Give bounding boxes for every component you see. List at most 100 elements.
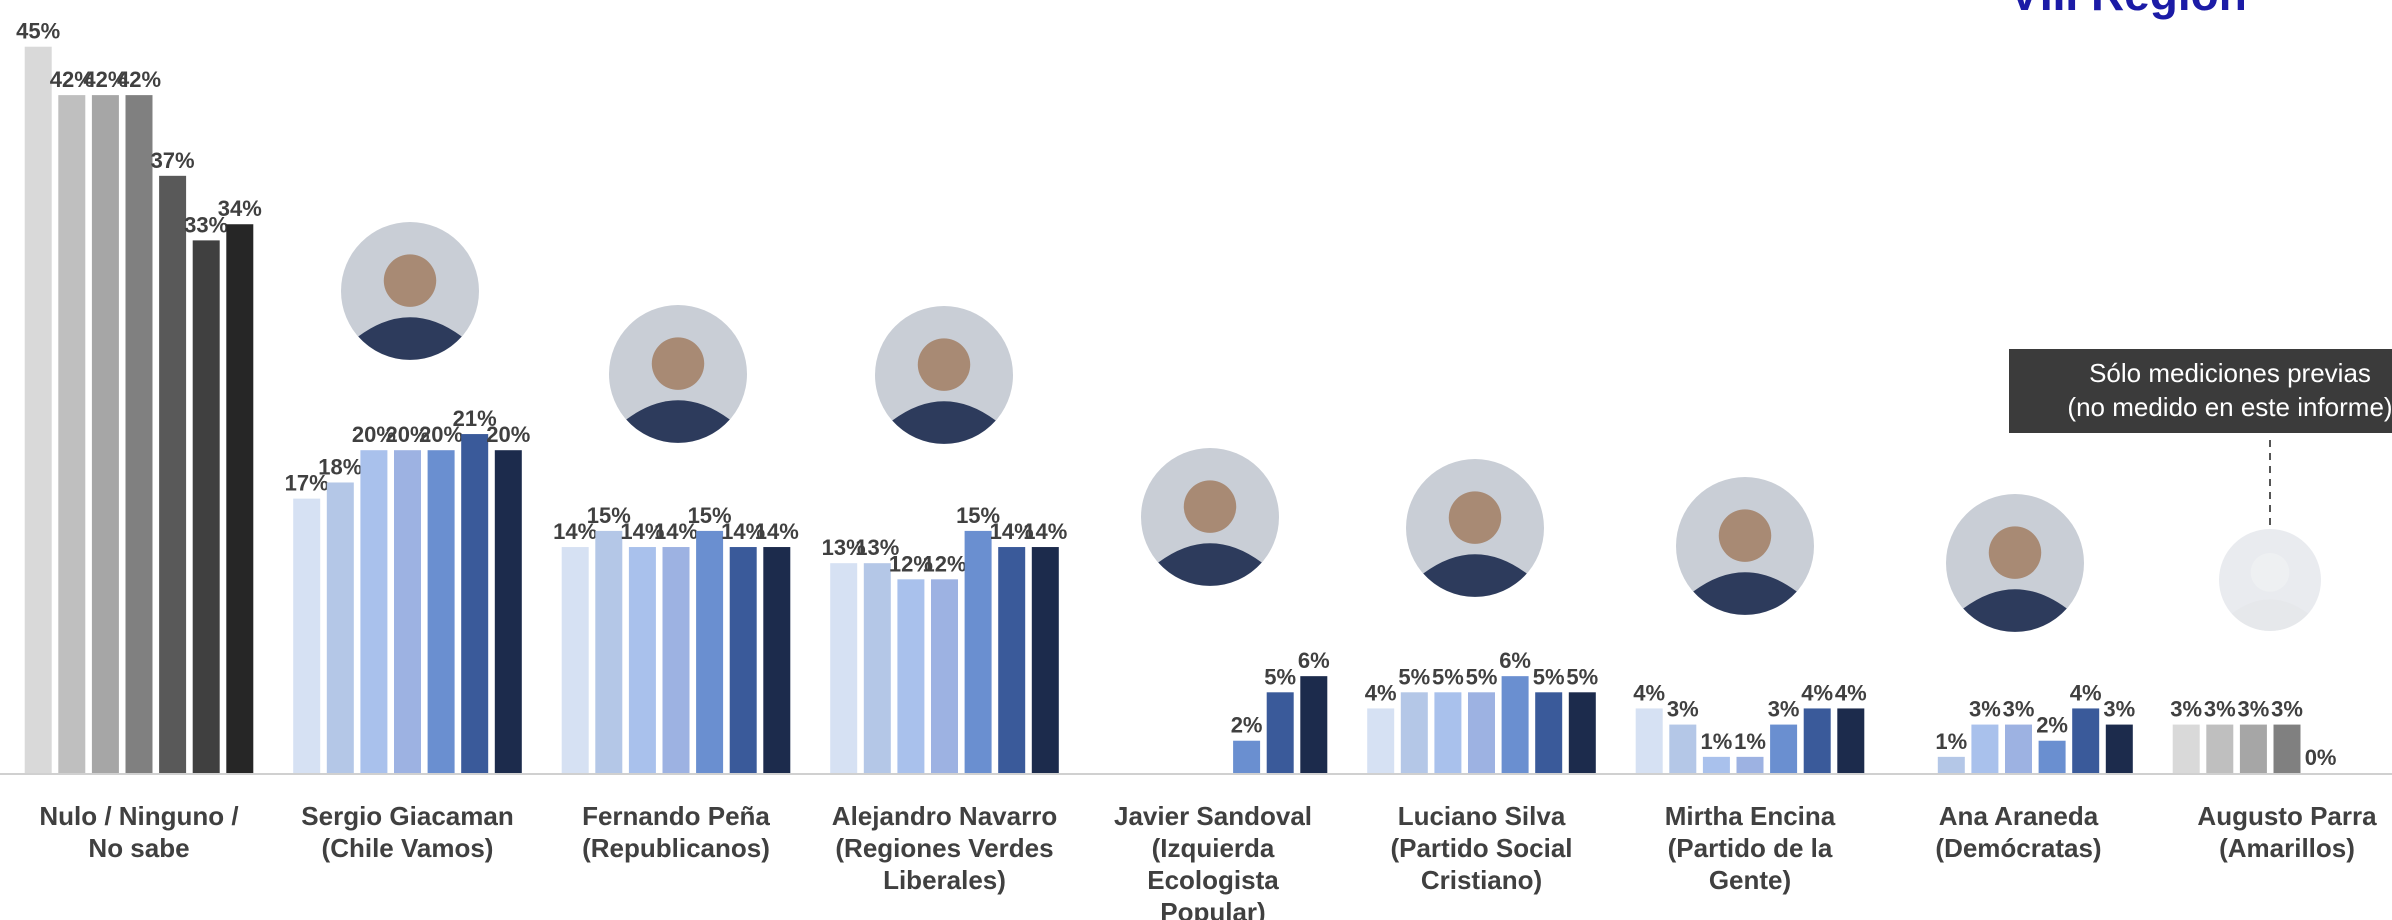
- bar: [360, 450, 388, 773]
- value-label: 2%: [1231, 713, 1263, 738]
- bar: [897, 579, 925, 773]
- category-label: (Chile Vamos): [322, 833, 494, 863]
- value-label: 14%: [553, 519, 597, 544]
- photo-body: [1158, 543, 1262, 586]
- category-label: Nulo / Ninguno /: [39, 801, 238, 831]
- bar: [427, 450, 455, 773]
- value-label: 5%: [1264, 664, 1296, 689]
- value-label: 20%: [352, 422, 396, 447]
- value-label: 5%: [1398, 664, 1430, 689]
- bar: [159, 175, 187, 773]
- photo-body: [1693, 572, 1797, 615]
- bar: [494, 450, 522, 773]
- bar: [1501, 676, 1529, 773]
- category-label: (Izquierda: [1152, 833, 1275, 863]
- bar: [2239, 724, 2267, 773]
- bar: [2105, 724, 2133, 773]
- bar: [1031, 547, 1059, 773]
- value-label: 5%: [1432, 664, 1464, 689]
- bar: [1266, 692, 1294, 773]
- photo-head: [651, 337, 705, 390]
- bar: [1803, 708, 1831, 773]
- bar: [1669, 724, 1697, 773]
- value-label: 13%: [822, 535, 866, 560]
- value-label: 3%: [2271, 697, 2303, 722]
- photo-head: [1988, 526, 2042, 579]
- bar: [1400, 692, 1428, 773]
- value-label: 4%: [1835, 680, 1867, 705]
- value-label: 6%: [1499, 648, 1531, 673]
- photo-body: [2231, 599, 2309, 631]
- category-label: (Demócratas): [1935, 833, 2101, 863]
- value-label: 42%: [117, 67, 161, 92]
- bar: [561, 547, 589, 773]
- bar: [2038, 740, 2066, 773]
- bar: [1300, 676, 1328, 773]
- category-label: (Amarillos): [2219, 833, 2355, 863]
- bar: [1367, 708, 1395, 773]
- category-label: Ecologista: [1147, 865, 1279, 895]
- bar: [998, 547, 1026, 773]
- annotation: (no medido en este informe): [2067, 392, 2392, 422]
- bar: [1535, 692, 1563, 773]
- value-label: 3%: [2170, 697, 2202, 722]
- bar: [1736, 756, 1764, 773]
- photo-body: [626, 400, 730, 443]
- bar: [1434, 692, 1462, 773]
- category-label: (Regiones Verdes: [835, 833, 1053, 863]
- bar: [662, 547, 690, 773]
- value-label: 14%: [654, 519, 698, 544]
- category-label: Fernando Peña: [582, 801, 770, 831]
- photo-head: [383, 254, 437, 307]
- chart-title: VIII Región: [2009, 0, 2247, 20]
- photo-head: [1183, 480, 1237, 533]
- value-label: 0%: [2305, 745, 2337, 770]
- bar: [226, 224, 254, 774]
- category-label: (Partido Social: [1390, 833, 1572, 863]
- value-label: 4%: [1801, 680, 1833, 705]
- bar: [931, 579, 958, 773]
- value-label: 15%: [587, 503, 631, 528]
- photo-head: [2250, 552, 2290, 592]
- annotation-box: [2009, 349, 2392, 433]
- bar: [91, 95, 119, 774]
- category-label: No sabe: [88, 833, 189, 863]
- photo-body: [892, 401, 996, 444]
- category-label: (Partido de la: [1668, 833, 1833, 863]
- value-label: 4%: [2070, 680, 2102, 705]
- category-label: Liberales): [883, 865, 1006, 895]
- value-label: 42%: [50, 67, 94, 92]
- value-label: 14%: [755, 519, 799, 544]
- value-label: 34%: [218, 196, 262, 221]
- value-label: 4%: [1633, 680, 1665, 705]
- value-label: 37%: [151, 148, 195, 173]
- value-label: 5%: [1566, 664, 1598, 689]
- photo-body: [1963, 589, 2067, 632]
- category-label: Javier Sandoval: [1114, 801, 1312, 831]
- value-label: 15%: [956, 503, 1000, 528]
- category-label: Gente): [1709, 865, 1791, 895]
- value-label: 18%: [318, 454, 362, 479]
- bar: [628, 547, 656, 773]
- category-label: Ana Araneda: [1939, 801, 2099, 831]
- category-label: Popular): [1160, 897, 1265, 920]
- bar: [863, 563, 891, 773]
- bar: [192, 240, 220, 773]
- bar: [1468, 692, 1495, 773]
- value-label: 6%: [1298, 648, 1330, 673]
- value-label: 3%: [2238, 697, 2270, 722]
- bar: [293, 498, 321, 773]
- bar: [2005, 724, 2032, 773]
- value-label: 12%: [922, 551, 966, 576]
- value-label: 13%: [855, 535, 899, 560]
- bar: [1233, 740, 1261, 773]
- photo-body: [358, 317, 462, 360]
- bar: [2273, 724, 2301, 773]
- value-label: 1%: [1935, 729, 1967, 754]
- bar: [1568, 692, 1596, 773]
- photo-head: [917, 338, 971, 391]
- value-label: 3%: [1768, 697, 1800, 722]
- value-label: 20%: [385, 422, 429, 447]
- photo-body: [1423, 554, 1527, 597]
